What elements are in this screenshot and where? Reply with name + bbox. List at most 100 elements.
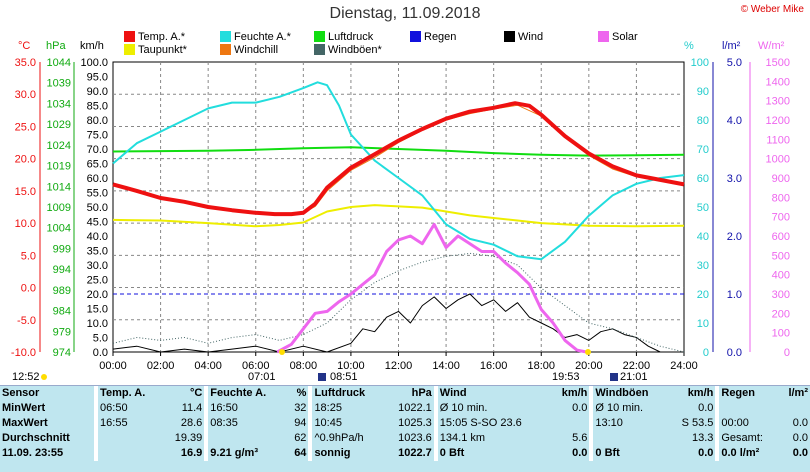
table-cell: 11.4 (181, 402, 203, 414)
table-cell: 08:35 (204, 416, 287, 431)
wind-tick-label: 95.0 (87, 72, 108, 84)
legend-swatch (314, 44, 325, 55)
press-tick-label: 989 (53, 285, 71, 297)
table-row: 11.09. 23:55 16.9 9.21 g/m³ 64 sonnig 1022.7 0… (0, 446, 810, 461)
table-cell: 0.0 (792, 447, 808, 459)
wind-tick-label: 55.0 (87, 188, 108, 200)
wind-tick-label: 60.0 (87, 173, 108, 185)
solar-tick-label: 1400 (766, 76, 790, 88)
table-header-row: Sensor Temp. A. °C Feuchte A. % Luftdruc… (0, 386, 810, 401)
table-cell: 0.0 (572, 402, 588, 414)
solar-tick-label: 1200 (766, 115, 790, 127)
solar-tick-label: 1100 (766, 134, 790, 146)
hum-tick-label: 50 (697, 202, 709, 214)
x-tick-label: 24:00 (670, 360, 698, 372)
table-cell: 0.0 (698, 402, 714, 414)
series-line-temp-a (112, 101, 685, 217)
legend-swatch (504, 31, 515, 42)
solar-tick-label: 500 (772, 250, 790, 262)
header-cell: km/h (561, 387, 588, 399)
table-cell: 15:05 S-SO 23.6 (433, 416, 551, 431)
x-tick-label: 12:00 (385, 360, 413, 372)
table-cell (589, 431, 669, 446)
rain-tick-label: 3.0 (727, 173, 742, 185)
table-cell: sonnig (308, 446, 385, 461)
press-tick-label: 1014 (47, 181, 71, 193)
legend-item: Wind (504, 31, 543, 44)
wind-tick-label: 85.0 (87, 101, 108, 113)
table-cell (550, 416, 591, 431)
wind-tick-label: 70.0 (87, 144, 108, 156)
moonrise-time: 08:51 (330, 371, 358, 383)
solar-tick-label: 0 (784, 347, 790, 359)
wind-tick-label: 0.0 (93, 347, 108, 359)
press-tick-label: 1029 (47, 119, 71, 131)
table-cell: 10:45 (308, 416, 385, 431)
solar-tick-label: 400 (772, 270, 790, 282)
table-cell: Gesamt: (715, 431, 780, 446)
x-tick-label: 10:00 (337, 360, 365, 372)
series-line-taupunkt (112, 204, 685, 228)
press-tick-label: 984 (53, 306, 71, 318)
table-cell: 11.09. 23:55 (2, 447, 64, 459)
hum-tick-label: 90 (697, 86, 709, 98)
table-cell: 06:50 (94, 401, 163, 416)
legend-label: Temp. A.* (138, 31, 186, 43)
header-cell: Wind (433, 386, 551, 401)
legend-label: Windchill (234, 44, 279, 56)
table-cell: 1022.7 (398, 447, 432, 459)
hum-tick-label: 70 (697, 144, 709, 156)
press-tick-label: 1009 (47, 202, 71, 214)
temp-tick-label: 5.0 (21, 250, 36, 262)
wind-tick-label: 100.0 (80, 57, 108, 69)
solar-tick-label: 800 (772, 192, 790, 204)
x-tick-label: 02:00 (147, 360, 175, 372)
x-tick-label: 16:00 (480, 360, 508, 372)
x-tick-label: 04:00 (194, 360, 222, 372)
solar-unit: W/m² (758, 40, 785, 52)
stats-table: Sensor Temp. A. °C Feuchte A. % Luftdruc… (0, 385, 810, 472)
wind-tick-label: 75.0 (87, 130, 108, 142)
legend-item: Solar (598, 31, 638, 44)
hum-tick-label: 100 (691, 57, 709, 69)
legend-item: Windchill (220, 44, 278, 57)
press-tick-label: 1034 (47, 98, 71, 110)
rain-tick-label: 5.0 (727, 57, 742, 69)
temp-tick-label: -5.0 (17, 315, 36, 327)
series-line-windb-en (112, 252, 685, 353)
wind-tick-label: 15.0 (87, 304, 108, 316)
table-cell: S 53.5 (681, 417, 714, 429)
legend-label: Windböen* (328, 44, 382, 56)
wind-tick-label: 40.0 (87, 231, 108, 243)
wind-unit: km/h (80, 40, 104, 52)
table-cell: 0.0 l/m² (715, 446, 780, 461)
hum-tick-label: 30 (697, 260, 709, 272)
table-cell (94, 446, 163, 461)
table-cell (715, 401, 780, 416)
table-cell: 13.3 (691, 432, 714, 444)
wind-tick-label: 45.0 (87, 217, 108, 229)
series-line-feuchte-a (112, 81, 685, 261)
table-cell (779, 401, 810, 416)
sunset-marker (585, 349, 591, 355)
press-tick-label: 979 (53, 326, 71, 338)
legend-swatch (220, 44, 231, 55)
solar-tick-label: 1000 (766, 154, 790, 166)
x-tick-label: 20:00 (575, 360, 603, 372)
x-tick-label: 08:00 (290, 360, 318, 372)
legend-swatch (410, 31, 421, 42)
x-tick-label: 06:00 (242, 360, 270, 372)
solar-tick-label: 100 (772, 328, 790, 340)
header-cell: Luftdruck (308, 386, 385, 401)
table-row: MinWert 06:50 11.4 16:50 32 18:25 1022.1 Ø 10 m… (0, 401, 810, 416)
legend-label: Solar (612, 31, 638, 43)
table-cell: 5.6 (572, 432, 588, 444)
press-tick-label: 1024 (47, 140, 71, 152)
header-cell: Regen (715, 386, 780, 401)
header-cell: km/h (687, 387, 714, 399)
x-tick-label: 00:00 (99, 360, 127, 372)
table-cell: 0 Bft (589, 446, 669, 461)
legend-label: Luftdruck (328, 31, 374, 43)
hum-tick-label: 40 (697, 231, 709, 243)
table-cell: Durchschnitt (2, 432, 70, 444)
